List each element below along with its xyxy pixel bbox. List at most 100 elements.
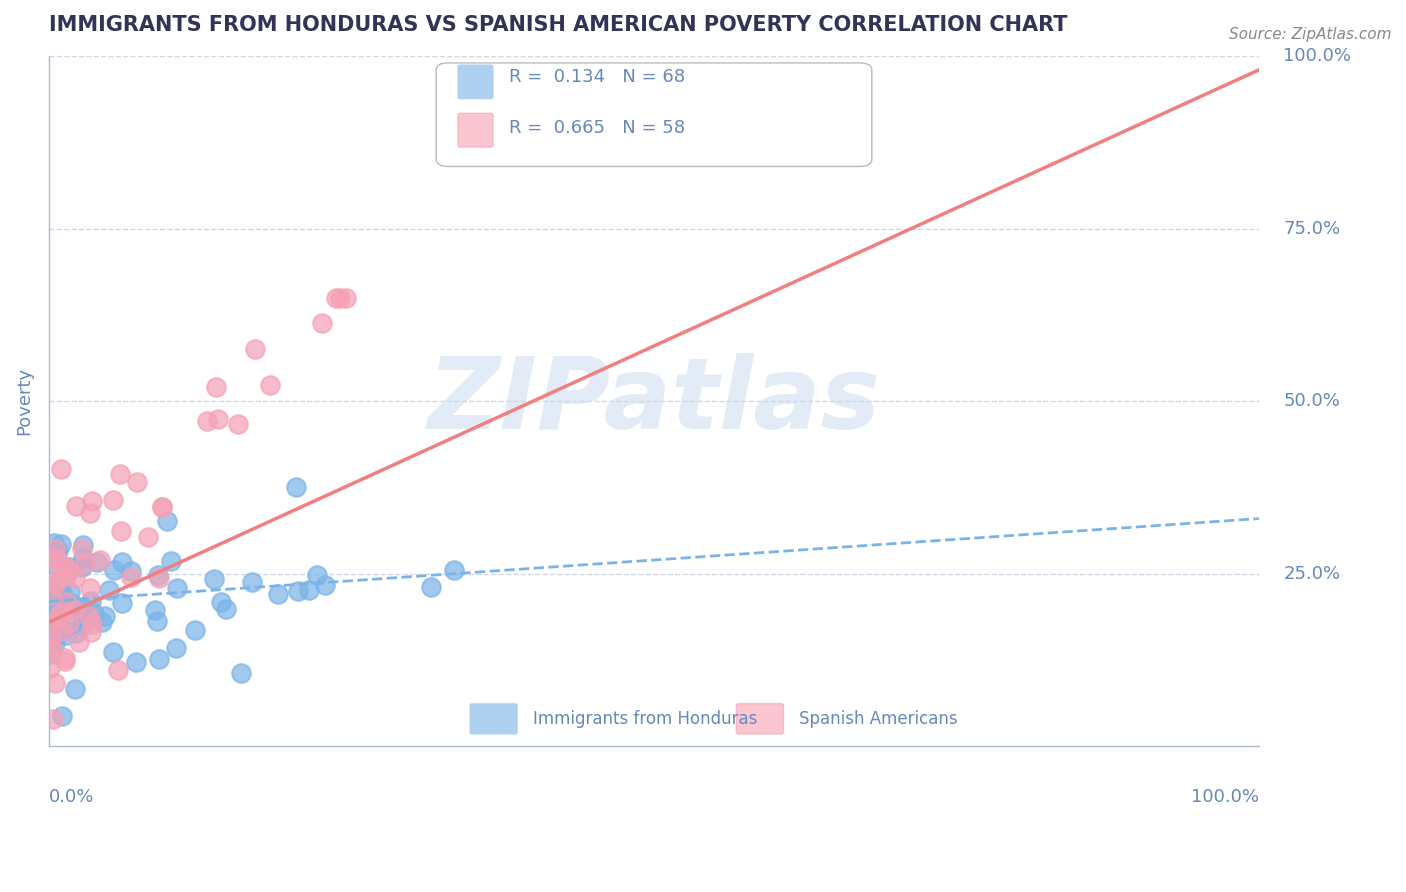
Point xyxy=(59,559,82,574)
Point xyxy=(49,607,72,621)
Point xyxy=(72,600,94,615)
Text: ZIPatlas: ZIPatlas xyxy=(427,352,880,450)
Point xyxy=(56,567,79,582)
Point xyxy=(41,580,63,594)
Point xyxy=(91,615,114,629)
Point xyxy=(420,580,443,594)
Point xyxy=(39,587,62,601)
Point xyxy=(51,624,73,638)
Point xyxy=(51,536,73,550)
Point xyxy=(228,417,250,431)
Point xyxy=(51,709,73,723)
Point xyxy=(287,583,309,598)
Point xyxy=(62,613,84,627)
Point xyxy=(44,577,66,591)
Point xyxy=(120,570,142,584)
Point xyxy=(73,557,96,571)
Point xyxy=(46,544,69,558)
Point xyxy=(70,560,93,574)
Point xyxy=(46,553,69,567)
Point xyxy=(77,609,100,624)
Point xyxy=(53,651,76,665)
Point xyxy=(72,537,94,551)
FancyBboxPatch shape xyxy=(436,63,872,167)
Point xyxy=(94,609,117,624)
Point xyxy=(156,514,179,528)
Point xyxy=(325,291,347,305)
Point xyxy=(79,581,101,595)
Point xyxy=(195,414,218,428)
Text: 50.0%: 50.0% xyxy=(1284,392,1340,410)
Text: R =  0.134   N = 68: R = 0.134 N = 68 xyxy=(509,68,685,86)
Point xyxy=(209,595,232,609)
Point xyxy=(305,568,328,582)
Point xyxy=(215,602,238,616)
Point xyxy=(72,551,94,566)
Text: 0.0%: 0.0% xyxy=(49,788,94,805)
Point xyxy=(314,578,336,592)
Point xyxy=(148,651,170,665)
Point xyxy=(55,594,77,608)
Point xyxy=(89,553,111,567)
Point xyxy=(51,569,73,583)
FancyBboxPatch shape xyxy=(470,704,517,734)
Point xyxy=(80,594,103,608)
Point xyxy=(107,663,129,677)
Point xyxy=(148,567,170,582)
Point xyxy=(55,628,77,642)
Point xyxy=(103,563,125,577)
Point xyxy=(44,542,66,557)
Point xyxy=(51,585,73,599)
Point xyxy=(79,506,101,520)
Point xyxy=(70,541,93,556)
Point xyxy=(97,583,120,598)
Point xyxy=(259,378,281,392)
Point xyxy=(51,622,73,636)
FancyBboxPatch shape xyxy=(458,65,494,99)
Point xyxy=(67,635,90,649)
Point xyxy=(60,596,83,610)
Text: 100.0%: 100.0% xyxy=(1284,47,1351,65)
Point xyxy=(83,606,105,620)
Point xyxy=(150,500,173,515)
Point xyxy=(443,563,465,577)
Point xyxy=(243,342,266,356)
Point xyxy=(80,624,103,639)
Point xyxy=(44,675,66,690)
Point xyxy=(42,630,65,644)
Point xyxy=(82,494,104,508)
Text: Immigrants from Honduras: Immigrants from Honduras xyxy=(533,710,758,728)
Point xyxy=(80,616,103,631)
Point xyxy=(120,564,142,578)
Point xyxy=(53,560,76,574)
Point xyxy=(329,291,352,305)
Point xyxy=(127,475,149,489)
Point xyxy=(63,571,86,585)
Text: 25.0%: 25.0% xyxy=(1284,565,1340,582)
Point xyxy=(70,607,93,622)
Text: IMMIGRANTS FROM HONDURAS VS SPANISH AMERICAN POVERTY CORRELATION CHART: IMMIGRANTS FROM HONDURAS VS SPANISH AMER… xyxy=(49,15,1067,35)
Text: 100.0%: 100.0% xyxy=(1191,788,1258,805)
Point xyxy=(45,622,67,636)
Point xyxy=(166,581,188,595)
Point xyxy=(49,588,72,602)
Point xyxy=(86,555,108,569)
Point xyxy=(39,661,62,675)
Point xyxy=(148,571,170,585)
Y-axis label: Poverty: Poverty xyxy=(15,368,32,435)
Point xyxy=(55,654,77,668)
Point xyxy=(136,530,159,544)
Point xyxy=(46,597,69,611)
Point xyxy=(55,566,77,580)
Point xyxy=(285,480,308,494)
Point xyxy=(65,626,87,640)
Text: R =  0.665   N = 58: R = 0.665 N = 58 xyxy=(509,120,685,137)
Point xyxy=(39,617,62,632)
Point xyxy=(111,595,134,609)
Point xyxy=(267,587,290,601)
FancyBboxPatch shape xyxy=(737,704,783,734)
Point xyxy=(108,467,131,481)
Point xyxy=(46,612,69,626)
Point xyxy=(42,712,65,726)
Point xyxy=(110,524,132,538)
